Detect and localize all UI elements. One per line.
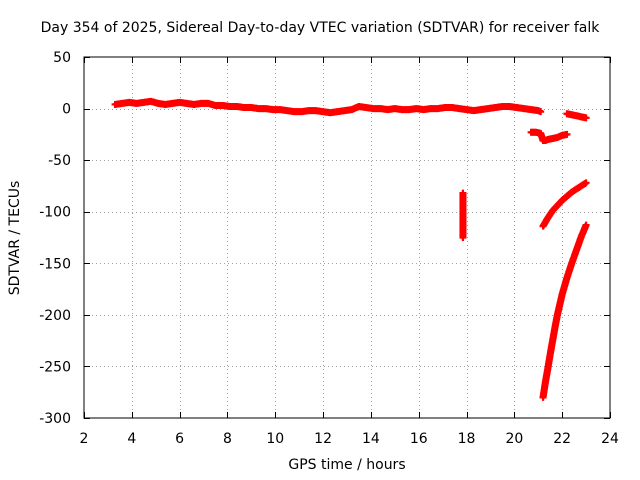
y-tick-label: -200 xyxy=(39,308,71,324)
y-tick-label: 50 xyxy=(53,50,71,66)
y-tick-label: -250 xyxy=(39,359,71,375)
series-isolated-points xyxy=(459,189,467,241)
series-lower-late-branch xyxy=(539,221,590,401)
y-tick-label: -50 xyxy=(48,153,71,169)
ticks: 2 4 6 8 10 12 14 16 18 20 22 24500-50-100-150-200-2… xyxy=(39,50,619,447)
chart-title: Day 354 of 2025, Sidereal Day-to-day VTE… xyxy=(40,20,600,36)
x-tick-label: 2 xyxy=(80,431,89,447)
data-point xyxy=(582,179,590,187)
series-descending-segment xyxy=(527,128,571,145)
x-tick-label: 6 xyxy=(175,431,184,447)
data-points xyxy=(111,97,590,401)
y-tick-label: -300 xyxy=(39,411,71,427)
y-tick-label: -150 xyxy=(39,256,71,272)
data-point xyxy=(459,234,467,241)
series-upper-late-branch xyxy=(539,179,590,230)
data-point xyxy=(582,114,590,122)
data-point xyxy=(582,221,590,229)
series-short-late-segment xyxy=(563,110,590,122)
x-tick-label: 4 xyxy=(127,431,136,447)
x-axis-label: GPS time / hours xyxy=(288,457,406,473)
x-tick-label: 18 xyxy=(458,431,476,447)
x-tick-label: 10 xyxy=(266,431,284,447)
data-point xyxy=(563,130,571,138)
y-axis-label: SDTVAR / TECUs xyxy=(7,180,23,296)
data-point xyxy=(537,108,545,116)
x-tick-label: 14 xyxy=(362,431,380,447)
series-main-trace xyxy=(111,97,545,117)
y-tick-label: -100 xyxy=(39,205,71,221)
x-tick-label: 12 xyxy=(314,431,332,447)
grid xyxy=(84,57,610,418)
x-tick-label: 24 xyxy=(601,431,619,447)
x-tick-label: 16 xyxy=(410,431,428,447)
x-tick-label: 22 xyxy=(553,431,571,447)
y-tick-label: 0 xyxy=(62,102,71,118)
plot-frame xyxy=(83,56,611,419)
x-tick-label: 8 xyxy=(223,431,232,447)
x-tick-label: 20 xyxy=(505,431,523,447)
